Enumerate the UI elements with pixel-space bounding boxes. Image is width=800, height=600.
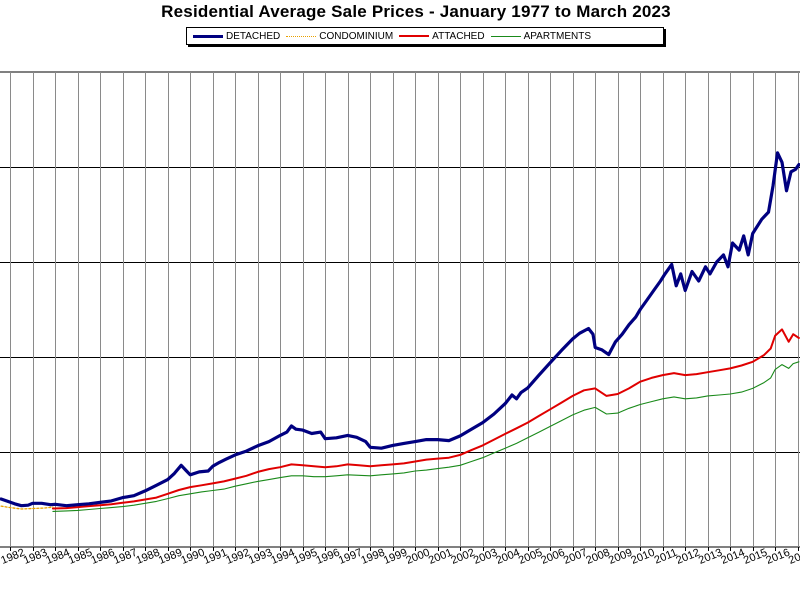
chart-legend: DETACHED CONDOMINIUM ATTACHED APARTMENTS <box>186 27 664 45</box>
legend-label-apartments: APARTMENTS <box>523 30 591 42</box>
series-line-condominium <box>0 505 54 510</box>
legend-label-detached: DETACHED <box>226 30 281 42</box>
legend-entry-attached: ATTACHED <box>399 30 485 42</box>
series-line-detached <box>0 151 800 508</box>
legend-swatch-condominium <box>286 35 317 37</box>
x-axis-ticks: 1982198319841985198619871988198919901991… <box>0 547 800 567</box>
legend-label-attached: ATTACHED <box>432 30 485 42</box>
series-layer <box>0 151 800 512</box>
legend-swatch-detached <box>193 34 223 38</box>
chart-title: Residential Average Sale Prices - Januar… <box>161 2 671 21</box>
series-line-attached <box>51 328 800 510</box>
legend-entry-detached: DETACHED <box>193 31 280 42</box>
grid-layer <box>0 71 800 548</box>
legend-swatch-attached <box>399 35 430 37</box>
legend-label-condominium: CONDOMINIUM <box>319 30 394 42</box>
series-line-apartments <box>52 361 800 512</box>
legend-entry-apartments: APARTMENTS <box>490 30 591 42</box>
legend-swatch-apartments <box>490 35 521 37</box>
legend-entry-condominium: CONDOMINIUM <box>286 31 393 42</box>
